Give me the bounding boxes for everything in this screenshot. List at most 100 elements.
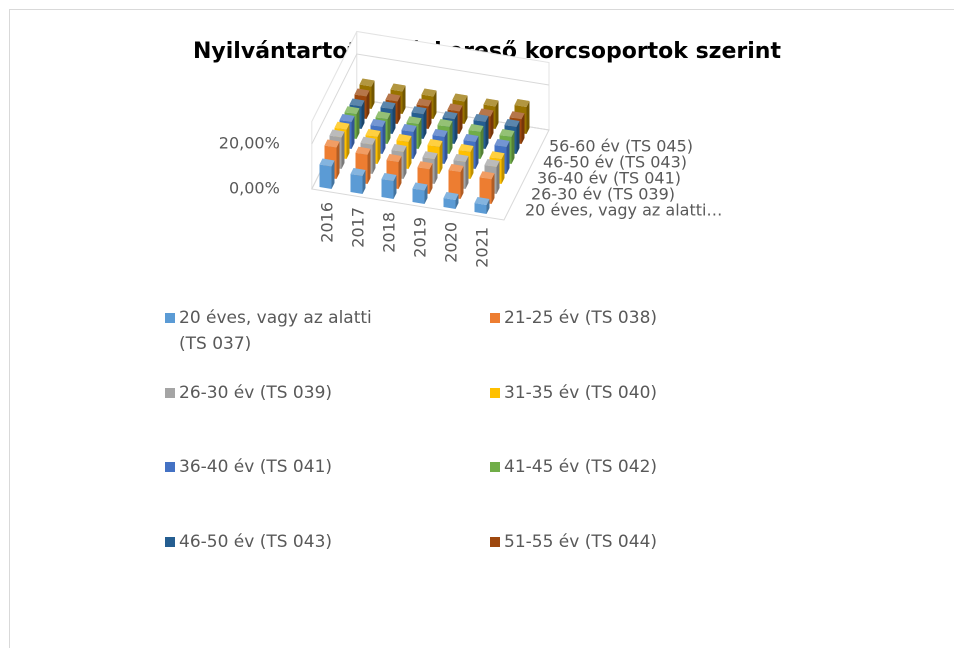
bar-top-shade	[421, 88, 437, 97]
bar-side	[486, 199, 490, 214]
bar-top-shade	[458, 144, 474, 152]
bar-side-shade	[418, 118, 422, 149]
bar-top	[370, 119, 386, 127]
bar-top	[411, 106, 427, 115]
bar-side-shade	[526, 101, 530, 134]
bar-side-shade	[341, 131, 345, 169]
bar-top-shade	[514, 99, 530, 107]
bar-top-shade	[494, 139, 510, 147]
legend-item: 51-55 év (TS 044)	[490, 529, 714, 555]
bar-side	[464, 95, 468, 124]
bar-top-shade	[474, 197, 490, 205]
bar-top-shade	[375, 111, 391, 120]
bar-top	[483, 98, 499, 107]
bar-top	[427, 139, 443, 147]
bar-side	[490, 110, 494, 139]
bar-side-shade	[449, 121, 453, 154]
bar-side-shade	[351, 116, 355, 149]
bar-top-shade	[416, 98, 432, 107]
bar-side	[336, 141, 340, 179]
bar-top	[375, 111, 391, 120]
bar	[350, 168, 366, 194]
bar-top	[422, 151, 438, 160]
bar-top-shade	[359, 78, 375, 87]
bar-top	[473, 114, 489, 122]
bar-top	[489, 151, 505, 160]
bar-side	[402, 85, 406, 114]
bar-side	[433, 90, 437, 119]
bar-side-shade	[506, 141, 510, 174]
legend-label: 21-25 év (TS 038)	[504, 308, 658, 328]
bar-top-shade	[396, 134, 412, 142]
bar-side-shade	[470, 146, 474, 179]
bar-side-shade	[403, 146, 407, 179]
bar-top-shade	[432, 129, 448, 137]
bar-side	[428, 100, 432, 129]
x-tick-label: 2020	[442, 222, 461, 263]
bar	[479, 171, 495, 204]
bar	[412, 182, 428, 204]
bar-front	[412, 188, 425, 204]
bar-side-shade	[361, 100, 365, 129]
bar-side	[387, 113, 391, 144]
legend-label: 36-40 év (TS 041)	[179, 457, 333, 477]
bar-side	[454, 113, 458, 144]
bar-top	[324, 139, 340, 148]
bar-side-shade	[336, 141, 340, 179]
bar-side-shade	[393, 175, 397, 199]
legend-item: 31-35 év (TS 040)	[490, 380, 714, 406]
bar-side	[346, 123, 350, 159]
y-tick-label: 0,00%	[229, 179, 280, 198]
bar-top-shade	[453, 154, 469, 162]
bar-side-shade	[366, 90, 370, 119]
bar-side-shade	[501, 153, 505, 184]
bar-top-shade	[329, 129, 345, 138]
x-tick-label: 2018	[380, 212, 399, 253]
bar-top-shade	[463, 134, 479, 142]
bar-top	[443, 192, 459, 200]
bar-top-shade	[380, 101, 396, 110]
bar-side-shade	[454, 113, 458, 144]
bar-top	[484, 159, 500, 167]
bar-side	[526, 101, 530, 134]
bar-top	[396, 134, 412, 142]
bar-top-shade	[504, 119, 520, 127]
bar	[324, 139, 340, 179]
bar-side	[362, 170, 366, 194]
bar-side-shade	[382, 121, 386, 154]
legend-swatch	[490, 313, 500, 323]
bar-side	[511, 131, 515, 164]
bar-side	[372, 138, 376, 174]
bar-top	[329, 129, 345, 138]
legend-swatch	[165, 387, 175, 398]
bar-top	[349, 98, 365, 107]
bar-top	[339, 114, 355, 122]
bar-top	[360, 136, 376, 145]
bar-side	[465, 156, 469, 189]
bar	[443, 192, 459, 209]
bar-front	[350, 174, 363, 194]
bar-side-shade	[434, 153, 438, 184]
x-tick-label: 2016	[318, 202, 337, 243]
bar-side	[459, 105, 463, 134]
x-tick-label: 2019	[411, 217, 430, 258]
bar-top-shade	[452, 93, 468, 102]
bar-top	[447, 103, 463, 112]
bar-side	[470, 146, 474, 179]
bar-side	[521, 113, 525, 144]
legend-item: 26-30 év (TS 039)	[165, 380, 389, 406]
bar	[381, 173, 397, 199]
bar-top-shade	[385, 93, 401, 102]
bar-top	[452, 93, 468, 102]
bar-side-shade	[356, 108, 360, 139]
bar-top-shade	[412, 182, 428, 191]
legend-label: 31-35 év (TS 040)	[504, 382, 658, 403]
bar-top	[474, 197, 490, 205]
bar-top	[479, 171, 495, 180]
bar-side	[356, 108, 360, 139]
bar-top-shade	[447, 103, 463, 112]
bar-side	[366, 90, 370, 119]
x-tick-label: 2021	[473, 227, 492, 268]
bar-side	[444, 131, 448, 164]
legend-label: 26-30 év (TS 039)	[179, 382, 333, 403]
